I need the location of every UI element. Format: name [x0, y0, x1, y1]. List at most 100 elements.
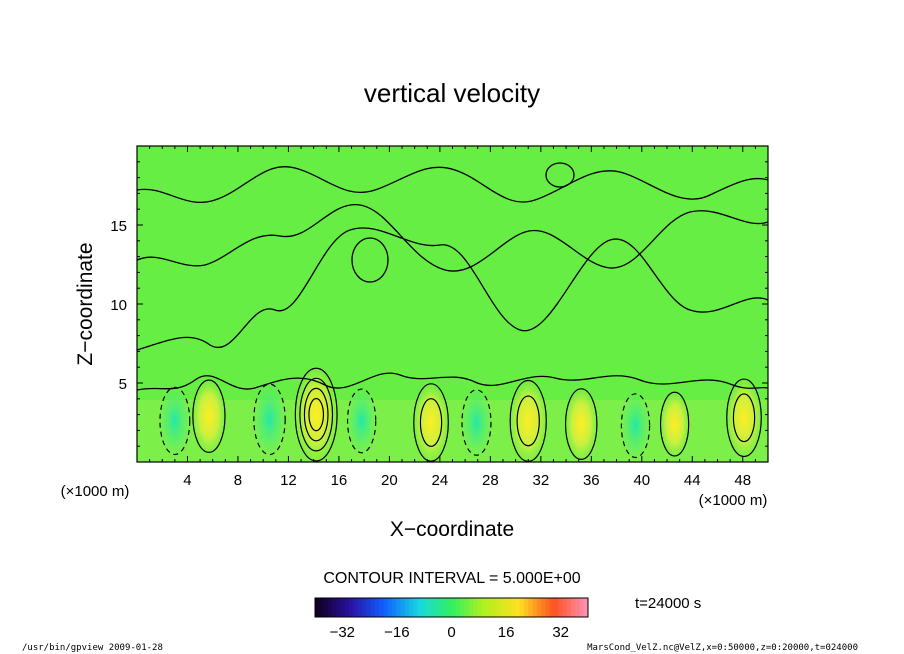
colorbar-swatch — [545, 598, 551, 617]
x-tick-label: 36 — [583, 472, 600, 489]
y-tick-label: 10 — [110, 297, 127, 314]
colorbar-swatch — [532, 598, 538, 617]
cell-contour — [620, 393, 651, 459]
colorbar-swatch — [481, 598, 487, 617]
colorbar-swatch — [391, 598, 397, 617]
colorbar-swatch — [340, 598, 346, 617]
x-tick-label: 32 — [532, 472, 549, 489]
colorbar-tick-label: 0 — [447, 624, 455, 641]
footer-left: /usr/bin/gpview 2009-01-28 — [22, 643, 163, 653]
x-tick-label: 44 — [684, 472, 701, 489]
colorbar-swatch — [460, 598, 465, 617]
colorbar-swatch — [430, 598, 435, 617]
y-axis: 5 10 15 — [110, 161, 768, 447]
colorbar-swatch — [515, 598, 521, 617]
colorbar-swatch — [332, 598, 337, 617]
downdraft-cell — [345, 385, 378, 457]
cell-contour — [461, 389, 492, 456]
colorbar-swatch — [468, 598, 474, 617]
colorbar-swatch — [374, 598, 380, 617]
colorbar-swatch — [396, 598, 401, 617]
cell-contour — [346, 388, 377, 454]
x-axis-label: X−coordinate — [390, 518, 514, 541]
colorbar-swatch — [528, 598, 533, 617]
colorbar-swatch — [494, 598, 499, 617]
colorbar-swatch — [404, 598, 410, 617]
footer-right: MarsCond_VelZ.nc@VelZ,x=0:50000,z=0:2000… — [587, 643, 858, 653]
colorbar-swatch — [579, 598, 585, 617]
contour-line — [137, 372, 768, 391]
cell-contour — [299, 377, 334, 452]
cell-contour — [726, 378, 762, 458]
contour-line — [137, 166, 768, 203]
colorbar-swatch — [438, 598, 444, 617]
colorbar-swatch — [442, 598, 448, 617]
cell-contour — [159, 386, 191, 456]
cell-contour — [308, 397, 325, 432]
downdraft-cell — [460, 386, 493, 459]
colorbar-swatch — [541, 598, 546, 617]
colorbar-swatch — [536, 598, 542, 617]
updraft-cell — [563, 384, 599, 462]
colorbar-swatch — [387, 598, 393, 617]
chart-title: vertical velocity — [364, 78, 540, 108]
colorbar-swatch — [455, 598, 461, 617]
cell-contour — [303, 387, 329, 442]
downdraft-cell — [619, 390, 652, 462]
x-tick-label: 20 — [381, 472, 398, 489]
cell-contour — [413, 383, 449, 462]
colorbar-swatch — [472, 598, 478, 617]
x-unit-left: (×1000 m) — [61, 483, 130, 500]
colorbar-swatch — [366, 598, 371, 617]
colorbar-swatch — [400, 598, 405, 617]
cell-contour — [516, 395, 540, 447]
x-tick-label: 28 — [482, 472, 499, 489]
colorbar-swatch — [323, 598, 329, 617]
updraft-cell — [658, 388, 691, 460]
updraft-cell — [411, 379, 451, 462]
colorbar-swatch — [511, 598, 516, 617]
colorbar-swatch — [562, 598, 568, 617]
colorbar-swatch — [506, 598, 512, 617]
cell-contour — [564, 388, 598, 460]
colorbar-swatch — [344, 598, 350, 617]
colorbar-swatch — [477, 598, 482, 617]
cell-contour — [419, 398, 443, 447]
colorbar-swatch — [549, 598, 555, 617]
cell-contour — [659, 391, 690, 457]
x-unit-right: (×1000 m) — [699, 492, 768, 509]
cell-contours — [159, 367, 762, 462]
colorbar-swatch — [502, 598, 508, 617]
y-tick-label: 15 — [110, 218, 127, 235]
colorbar-swatch — [524, 598, 529, 617]
colorbar-swatch — [447, 598, 452, 617]
colorbar-swatch — [357, 598, 363, 617]
cell-contour — [192, 379, 226, 453]
colorbar-swatch — [336, 598, 341, 617]
colorbar-swatch — [425, 598, 431, 617]
colorbar-swatch — [383, 598, 388, 617]
x-tick-label: 24 — [432, 472, 449, 489]
colorbar-swatch — [519, 598, 525, 617]
x-tick-label: 40 — [633, 472, 650, 489]
colorbar-swatch — [319, 598, 324, 617]
colorbar-swatch — [451, 598, 457, 617]
colorbar-swatch — [489, 598, 495, 617]
colorbar-swatch — [370, 598, 376, 617]
time-label: t=24000 s — [635, 595, 701, 612]
contour-lines — [137, 162, 768, 391]
downdraft-cell — [158, 383, 192, 459]
contour-line — [137, 227, 768, 351]
colorbar-swatch — [378, 598, 384, 617]
colorbar-swatch — [485, 598, 491, 617]
colorbar-tick-label: 32 — [552, 624, 569, 641]
contour-line — [351, 237, 389, 283]
colorbar-swatch — [353, 598, 359, 617]
colorbar-swatch — [464, 598, 469, 617]
cell-contour — [732, 393, 756, 443]
x-tick-label: 4 — [183, 472, 191, 489]
colorbar-swatch — [434, 598, 440, 617]
downdraft-cell — [252, 380, 287, 459]
colorbar-swatch — [566, 598, 572, 617]
colorbar-swatch — [553, 598, 559, 617]
